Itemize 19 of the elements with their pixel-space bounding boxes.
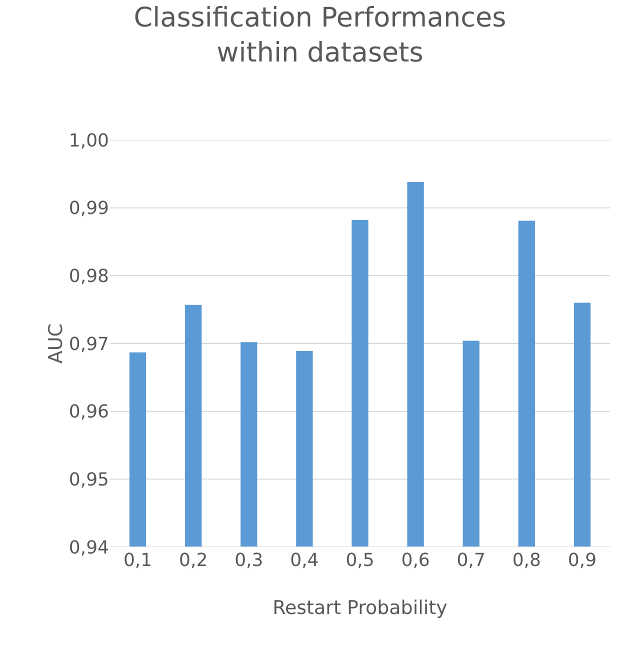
x-tick-label: 0,5 bbox=[346, 550, 374, 571]
x-tick-label: 0,8 bbox=[512, 550, 541, 571]
y-tick-label: 0,98 bbox=[68, 266, 109, 287]
x-tick-label: 0,9 bbox=[568, 550, 597, 571]
x-tick-label: 0,6 bbox=[401, 550, 430, 571]
y-tick-label: 0,94 bbox=[68, 537, 109, 558]
y-tick-label: 1,00 bbox=[68, 130, 109, 152]
y-tick-label: 0,96 bbox=[68, 402, 109, 423]
x-tick-label: 0,2 bbox=[179, 550, 208, 571]
y-axis-title: AUC bbox=[44, 323, 67, 364]
x-tick-label: 0,3 bbox=[234, 550, 264, 571]
x-axis-title: Restart Probability bbox=[272, 597, 448, 619]
y-tick-label: 0,97 bbox=[68, 334, 109, 355]
chart-title: Classification Performances within datasets bbox=[134, 2, 506, 68]
x-tick-label: 0,7 bbox=[456, 550, 486, 571]
x-tick-label: 0,4 bbox=[290, 550, 319, 571]
y-tick-label: 0,99 bbox=[68, 198, 109, 220]
y-tick-label: 0,95 bbox=[68, 469, 109, 490]
x-tick-label: 0,1 bbox=[123, 550, 152, 571]
